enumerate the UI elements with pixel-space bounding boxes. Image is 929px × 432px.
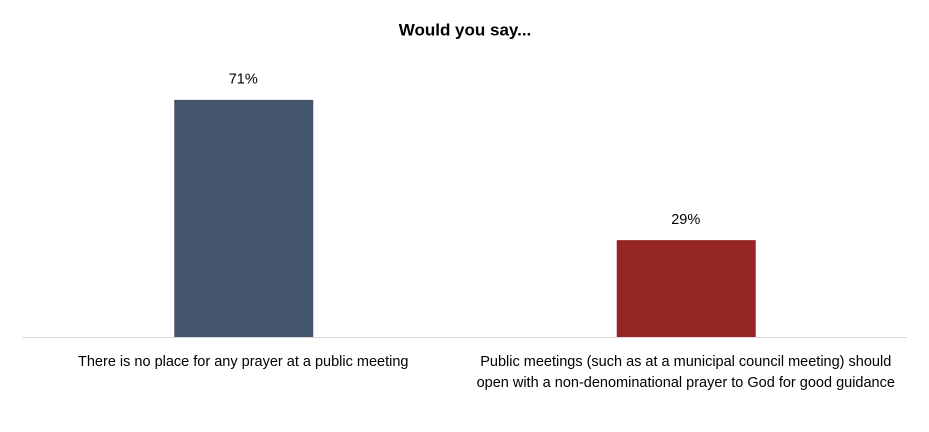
bar xyxy=(174,99,314,337)
data-label: 71% xyxy=(229,72,258,88)
x-tick-label: Public meetings (such as at a municipal … xyxy=(476,354,895,391)
data-label: 29% xyxy=(671,212,700,228)
chart-title: Would you say... xyxy=(399,20,532,39)
bar xyxy=(616,240,756,337)
x-tick-label: There is no place for any prayer at a pu… xyxy=(78,354,409,370)
